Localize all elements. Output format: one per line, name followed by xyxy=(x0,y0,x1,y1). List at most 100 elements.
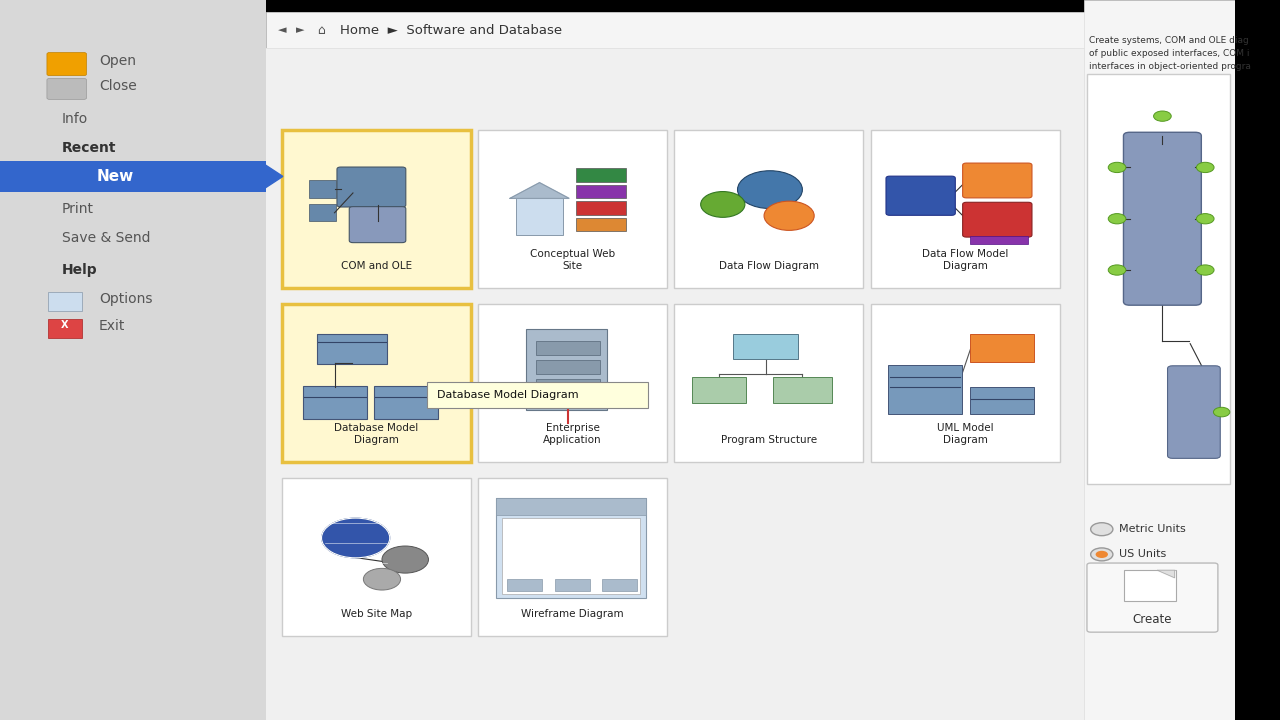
Text: Wireframe Diagram: Wireframe Diagram xyxy=(521,609,623,619)
Text: Recent: Recent xyxy=(61,140,116,155)
FancyBboxPatch shape xyxy=(308,204,335,222)
Text: Open: Open xyxy=(99,54,136,68)
FancyBboxPatch shape xyxy=(516,198,563,235)
FancyBboxPatch shape xyxy=(969,387,1034,414)
Text: Enterprise
Application: Enterprise Application xyxy=(543,423,602,445)
FancyBboxPatch shape xyxy=(1087,74,1230,484)
Polygon shape xyxy=(509,183,570,198)
Text: Info: Info xyxy=(61,112,88,126)
FancyBboxPatch shape xyxy=(1087,563,1217,632)
FancyBboxPatch shape xyxy=(554,580,590,590)
FancyBboxPatch shape xyxy=(47,78,87,99)
Circle shape xyxy=(737,171,803,209)
FancyBboxPatch shape xyxy=(303,386,367,418)
Text: Create systems, COM and OLE diag: Create systems, COM and OLE diag xyxy=(1089,36,1249,45)
Circle shape xyxy=(1197,265,1213,275)
FancyBboxPatch shape xyxy=(526,329,607,410)
Circle shape xyxy=(364,568,401,590)
FancyBboxPatch shape xyxy=(282,130,471,288)
FancyBboxPatch shape xyxy=(675,130,864,288)
Circle shape xyxy=(1108,214,1126,224)
Text: of public exposed interfaces, COM i: of public exposed interfaces, COM i xyxy=(1089,49,1251,58)
FancyBboxPatch shape xyxy=(265,48,1087,720)
Circle shape xyxy=(700,192,745,217)
Circle shape xyxy=(1213,408,1230,417)
FancyBboxPatch shape xyxy=(536,360,600,374)
FancyBboxPatch shape xyxy=(47,53,87,76)
Circle shape xyxy=(764,201,814,230)
Polygon shape xyxy=(1157,570,1175,577)
FancyBboxPatch shape xyxy=(1167,366,1220,459)
Text: interfaces in object-oriented progra: interfaces in object-oriented progra xyxy=(1089,62,1252,71)
FancyBboxPatch shape xyxy=(495,498,645,598)
FancyBboxPatch shape xyxy=(265,12,1235,48)
FancyBboxPatch shape xyxy=(963,202,1032,237)
Text: ⌂: ⌂ xyxy=(317,24,325,37)
Text: Metric Units: Metric Units xyxy=(1119,524,1185,534)
Text: Save & Send: Save & Send xyxy=(61,230,150,245)
FancyBboxPatch shape xyxy=(1124,132,1202,305)
FancyBboxPatch shape xyxy=(477,304,667,462)
Text: Exit: Exit xyxy=(99,319,125,333)
FancyBboxPatch shape xyxy=(1084,0,1235,720)
FancyBboxPatch shape xyxy=(536,379,600,393)
FancyBboxPatch shape xyxy=(477,478,667,636)
Text: Print: Print xyxy=(61,202,93,216)
Text: Data Flow Diagram: Data Flow Diagram xyxy=(719,261,819,271)
FancyBboxPatch shape xyxy=(773,377,832,403)
Text: Database Model Diagram: Database Model Diagram xyxy=(438,390,579,400)
FancyBboxPatch shape xyxy=(888,365,961,414)
FancyBboxPatch shape xyxy=(576,217,626,231)
Text: Data Flow Model
Diagram: Data Flow Model Diagram xyxy=(922,249,1009,271)
FancyBboxPatch shape xyxy=(963,163,1032,198)
Text: COM and OLE: COM and OLE xyxy=(340,261,412,271)
Text: Options: Options xyxy=(99,292,152,306)
FancyBboxPatch shape xyxy=(692,377,746,403)
FancyBboxPatch shape xyxy=(675,304,864,462)
FancyBboxPatch shape xyxy=(870,130,1060,288)
Circle shape xyxy=(1153,111,1171,121)
FancyBboxPatch shape xyxy=(576,201,626,215)
FancyBboxPatch shape xyxy=(969,334,1034,362)
Circle shape xyxy=(381,546,429,573)
FancyBboxPatch shape xyxy=(502,518,640,594)
Text: New: New xyxy=(96,169,133,184)
Text: Close: Close xyxy=(99,79,137,94)
Polygon shape xyxy=(264,163,283,189)
FancyBboxPatch shape xyxy=(576,168,626,181)
FancyBboxPatch shape xyxy=(282,304,471,462)
FancyBboxPatch shape xyxy=(374,386,438,418)
FancyBboxPatch shape xyxy=(49,319,82,338)
Circle shape xyxy=(1091,548,1112,561)
Text: UML Model
Diagram: UML Model Diagram xyxy=(937,423,993,445)
Text: Home  ►  Software and Database: Home ► Software and Database xyxy=(339,24,562,37)
FancyBboxPatch shape xyxy=(495,498,645,515)
Text: X: X xyxy=(61,320,69,330)
FancyBboxPatch shape xyxy=(733,333,797,359)
Text: ►: ► xyxy=(297,25,305,35)
Text: Create: Create xyxy=(1133,613,1172,626)
Text: US Units: US Units xyxy=(1119,549,1166,559)
Text: Conceptual Web
Site: Conceptual Web Site xyxy=(530,249,616,271)
Circle shape xyxy=(1108,162,1126,173)
Circle shape xyxy=(321,518,389,558)
Circle shape xyxy=(1197,162,1213,173)
FancyBboxPatch shape xyxy=(349,207,406,243)
FancyBboxPatch shape xyxy=(870,304,1060,462)
Circle shape xyxy=(1197,214,1213,224)
Text: Program Structure: Program Structure xyxy=(721,435,817,445)
FancyBboxPatch shape xyxy=(1124,570,1176,601)
FancyBboxPatch shape xyxy=(969,236,1028,244)
FancyBboxPatch shape xyxy=(0,161,265,192)
Text: Database Model
Diagram: Database Model Diagram xyxy=(334,423,419,445)
Circle shape xyxy=(1108,265,1126,275)
FancyBboxPatch shape xyxy=(536,341,600,355)
FancyBboxPatch shape xyxy=(49,292,82,311)
Text: Web Site Map: Web Site Map xyxy=(340,609,412,619)
Text: ◄: ◄ xyxy=(278,25,287,35)
FancyBboxPatch shape xyxy=(507,580,543,590)
FancyBboxPatch shape xyxy=(0,0,265,720)
Text: Help: Help xyxy=(61,263,97,277)
FancyBboxPatch shape xyxy=(886,176,955,215)
FancyBboxPatch shape xyxy=(316,334,387,364)
